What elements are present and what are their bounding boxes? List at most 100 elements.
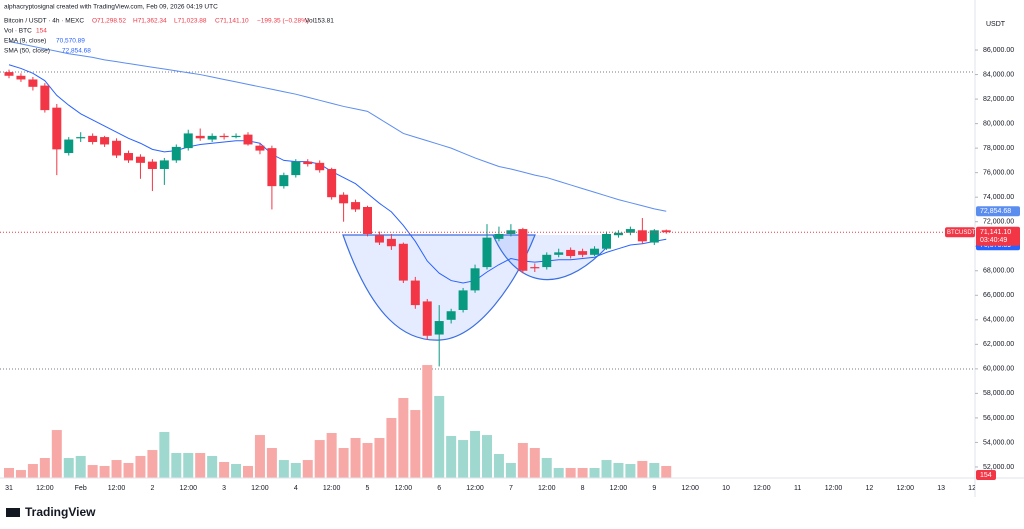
candle: [351, 199, 361, 212]
candle: [327, 167, 337, 200]
volume-bar: [314, 440, 325, 478]
candle: [231, 133, 241, 139]
candle-body: [374, 235, 384, 243]
volume-bar: [422, 365, 433, 478]
volume-bar: [51, 430, 62, 478]
y-tick-label: 86,000.00: [983, 47, 1014, 54]
candle-body: [410, 280, 420, 306]
x-tick-label: 12:00: [610, 485, 628, 492]
x-tick-label: 12:00: [108, 485, 126, 492]
candle-body: [124, 153, 133, 161]
volume-bar: [99, 465, 110, 478]
candle: [4, 69, 14, 79]
candle-body: [363, 206, 372, 234]
volume-bar: [613, 463, 624, 478]
candle: [255, 143, 265, 155]
candle-body: [28, 79, 38, 87]
volume-bar: [231, 464, 242, 478]
candle-body: [279, 175, 289, 187]
candle-body: [315, 162, 325, 171]
sma-label: 72,854.68: [980, 208, 1011, 215]
y-tick-label: 82,000.00: [983, 96, 1014, 103]
candle-body: [171, 146, 181, 161]
candle: [566, 247, 576, 259]
plot-area: [0, 40, 975, 478]
volume-bar: [207, 455, 218, 478]
x-tick-label: 11: [794, 485, 801, 492]
y-tick-label: 62,000.00: [983, 341, 1014, 348]
volume-bar: [637, 460, 648, 478]
candle-body: [195, 135, 205, 139]
y-tick-label: 60,000.00: [983, 366, 1014, 373]
candle: [386, 233, 396, 250]
candle: [52, 103, 62, 176]
volume-bar: [446, 435, 457, 478]
candle: [243, 132, 253, 146]
candle: [64, 137, 74, 156]
volume-bar: [171, 453, 182, 478]
candle: [410, 276, 420, 309]
volume-bar: [302, 460, 313, 478]
candle-body: [578, 251, 588, 255]
candle: [530, 263, 540, 272]
price-axis: 52,000.00 54,000.00 56,000.00 58,000.00 60,0…: [975, 47, 1014, 471]
x-tick-label: 6: [437, 485, 441, 492]
candle: [267, 145, 277, 210]
candle-body: [52, 107, 62, 150]
volume-bar: [135, 455, 146, 478]
y-tick-label: 52,000.00: [983, 464, 1014, 471]
candle-body: [458, 290, 468, 311]
volume-bar: [410, 410, 421, 478]
candle: [590, 246, 600, 257]
candle-body: [231, 135, 241, 138]
candle-body: [625, 229, 635, 233]
volume-bar: [87, 465, 98, 478]
watermark: alphacryptosignal created with TradingVi…: [4, 4, 218, 11]
candle-body: [219, 135, 229, 138]
candle: [339, 192, 349, 222]
y-tick-label: 54,000.00: [983, 439, 1014, 446]
candle: [434, 305, 444, 367]
candle: [649, 229, 659, 246]
candle-body: [76, 137, 86, 139]
header-text: −199.35 (−0.28%): [257, 18, 309, 25]
volume-bar: [111, 460, 122, 478]
x-tick-label: 10: [722, 485, 730, 492]
candle: [112, 138, 122, 158]
volume-bar: [386, 418, 397, 478]
volume-bar: [458, 440, 469, 478]
y-tick-label: 66,000.00: [983, 292, 1014, 299]
candle: [40, 83, 50, 113]
currency: USDT: [986, 21, 1006, 28]
candle: [195, 128, 205, 141]
volume-bar: [147, 450, 158, 478]
candle: [147, 159, 157, 192]
volume-bar: [493, 454, 504, 478]
x-tick-label: 12:00: [968, 485, 986, 492]
candle: [458, 287, 468, 313]
volume-bar: [338, 448, 349, 478]
candle-body: [291, 161, 301, 176]
candle-body: [88, 135, 98, 143]
candle-body: [64, 139, 74, 154]
candle-body: [100, 137, 110, 145]
candle-body: [649, 230, 659, 243]
volume-bar: [374, 438, 385, 478]
candle: [363, 205, 372, 237]
x-tick-label: 12:00: [179, 485, 197, 492]
x-tick-label: 8: [581, 485, 585, 492]
footer-logo: TradingView: [6, 505, 96, 519]
x-tick-label: 13: [937, 485, 945, 492]
header-text: C71,141.10: [215, 18, 249, 25]
x-tick-label: 9: [652, 485, 656, 492]
volume-bar: [183, 453, 194, 478]
candle-body: [602, 233, 611, 249]
y-tick-label: 78,000.00: [983, 145, 1014, 152]
x-tick-label: 5: [366, 485, 370, 492]
candle: [219, 133, 229, 140]
header-text: EMA (9, close): [4, 38, 46, 45]
candle: [602, 231, 611, 250]
indicator-line: [8, 40, 667, 212]
candle-body: [303, 161, 313, 165]
